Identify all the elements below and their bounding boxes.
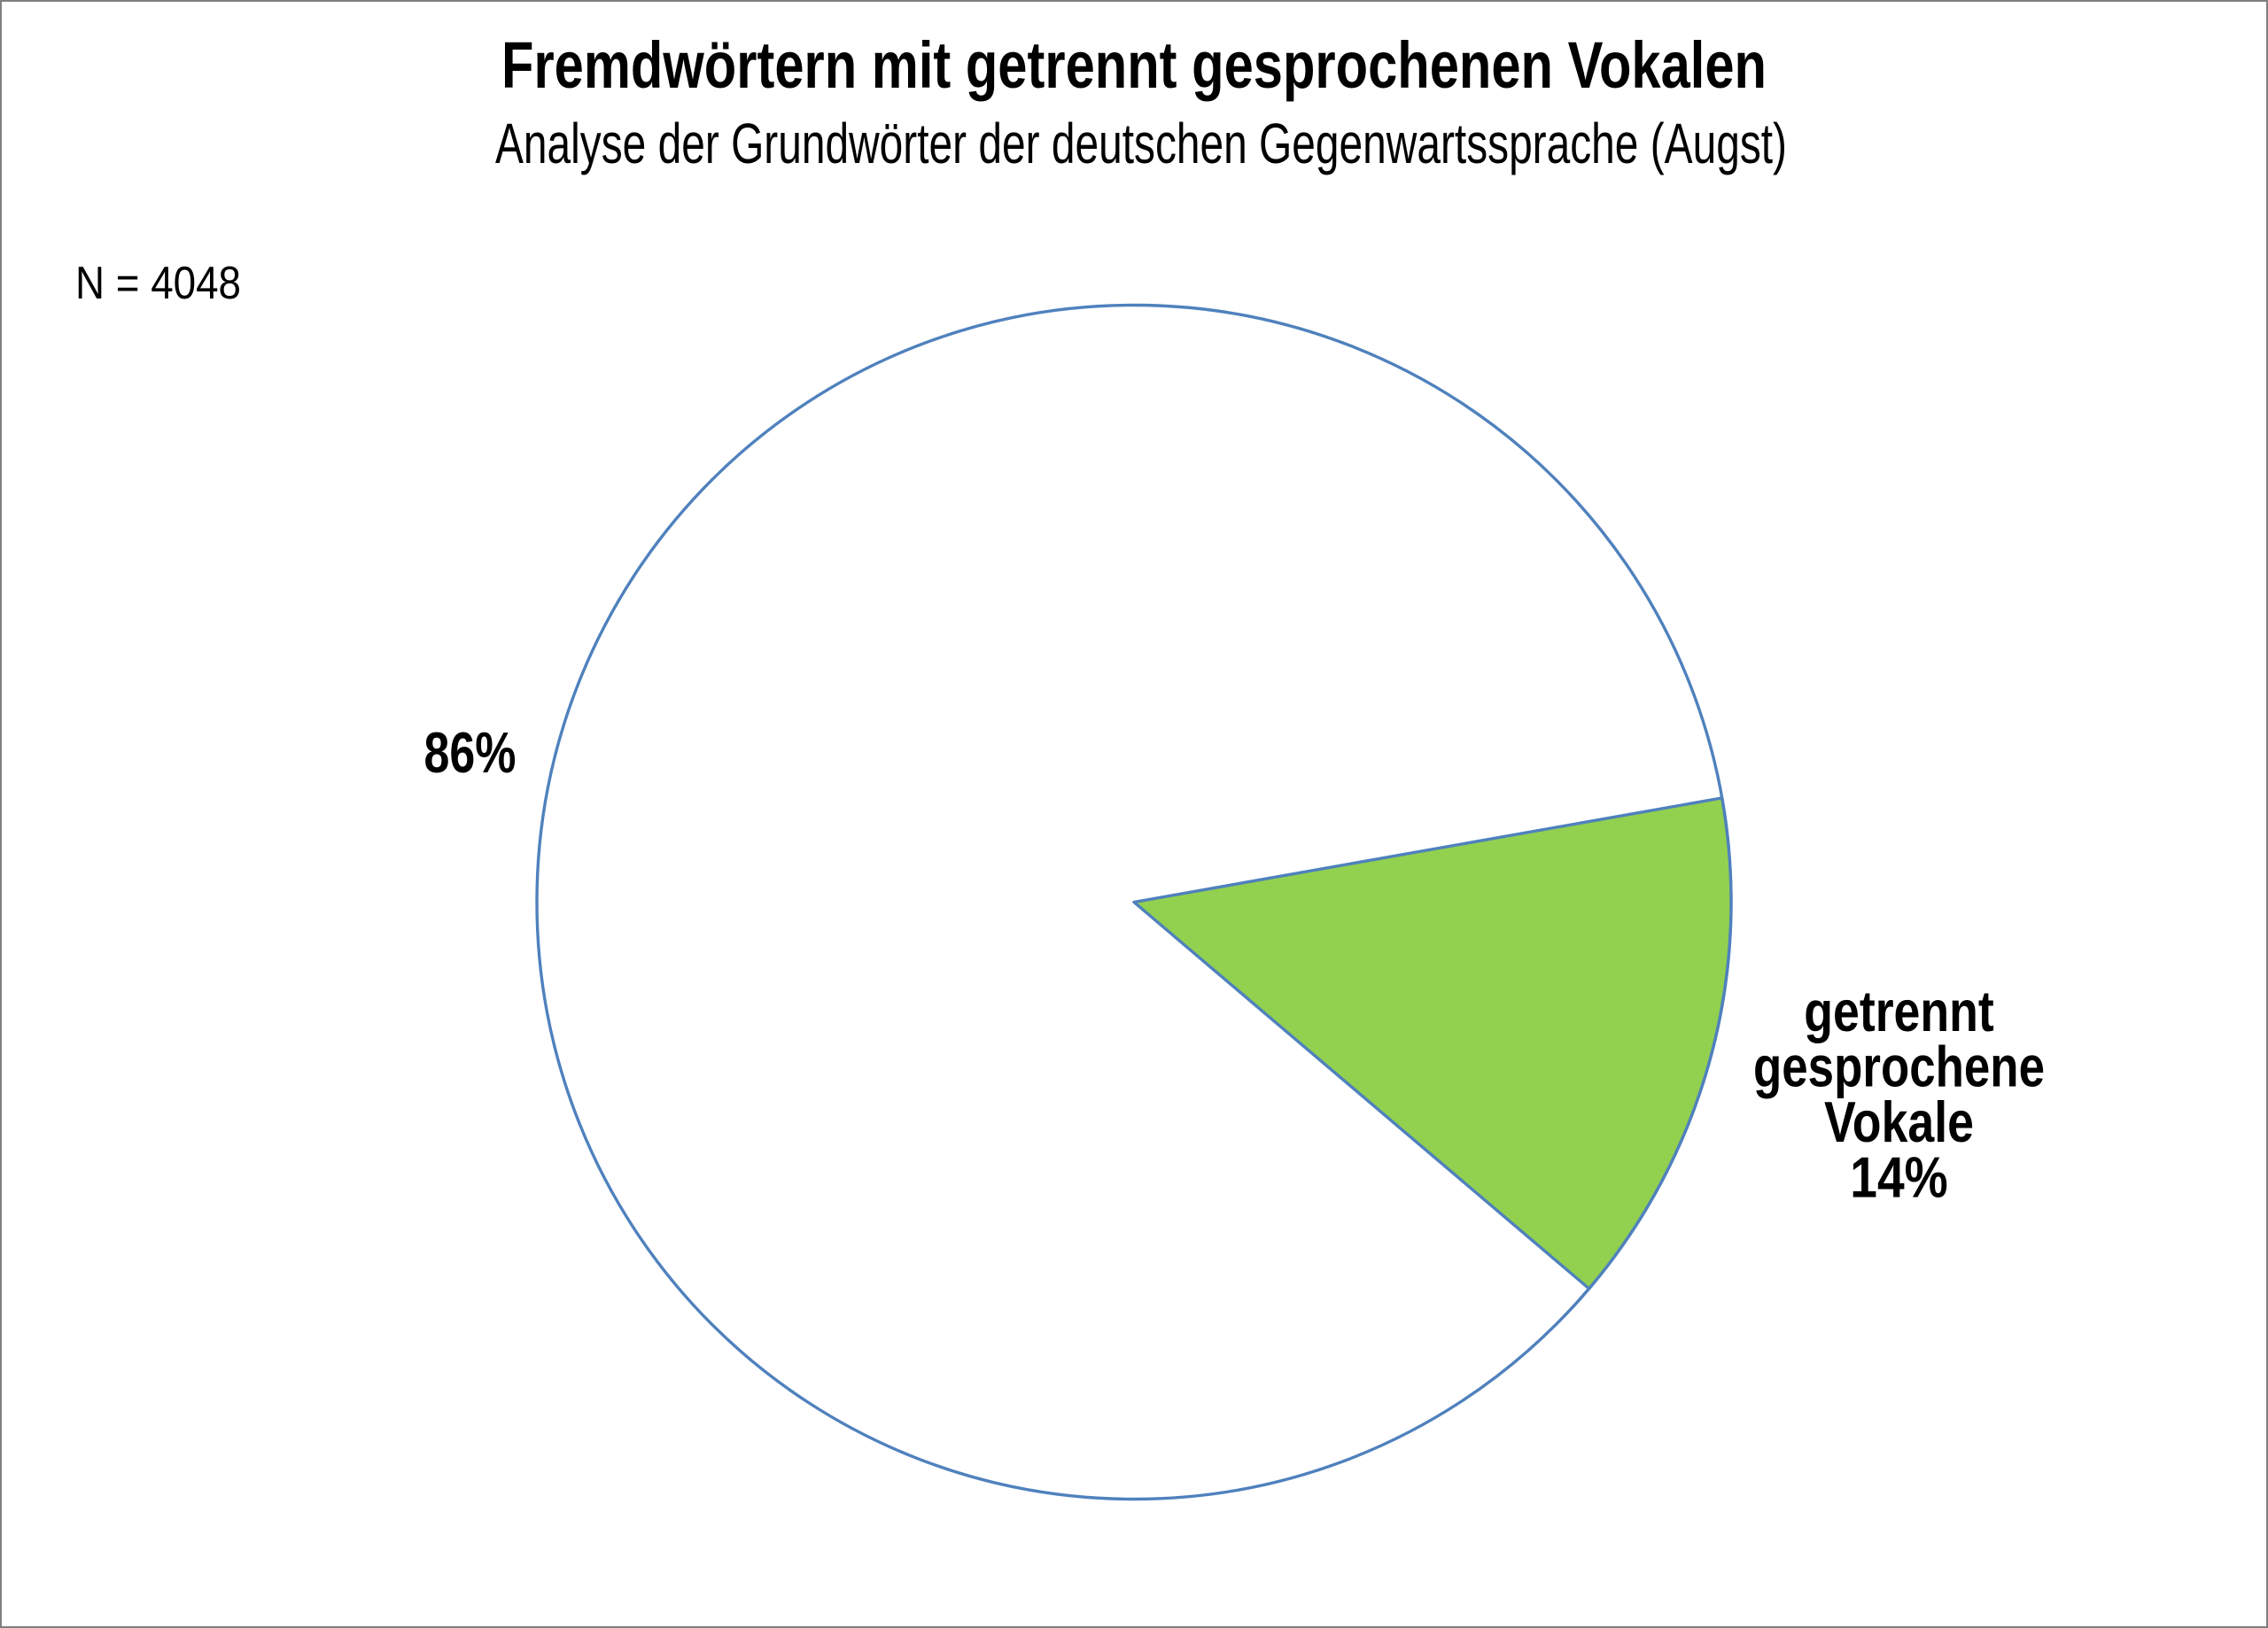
- svg-text:getrennt: getrennt: [1804, 979, 1994, 1043]
- svg-text:N = 4048: N = 4048: [75, 258, 241, 309]
- svg-text:Vokale: Vokale: [1824, 1089, 1974, 1154]
- svg-text:86%: 86%: [424, 720, 517, 785]
- svg-text:14%: 14%: [1850, 1145, 1948, 1210]
- svg-text:Fremdwörtern mit getrennt gesp: Fremdwörtern mit getrennt gesprochenen V…: [501, 28, 1767, 102]
- svg-text:Analyse der Grundwörter der de: Analyse der Grundwörter der deutschen Ge…: [495, 112, 1787, 175]
- svg-text:gesprochene: gesprochene: [1753, 1035, 2045, 1099]
